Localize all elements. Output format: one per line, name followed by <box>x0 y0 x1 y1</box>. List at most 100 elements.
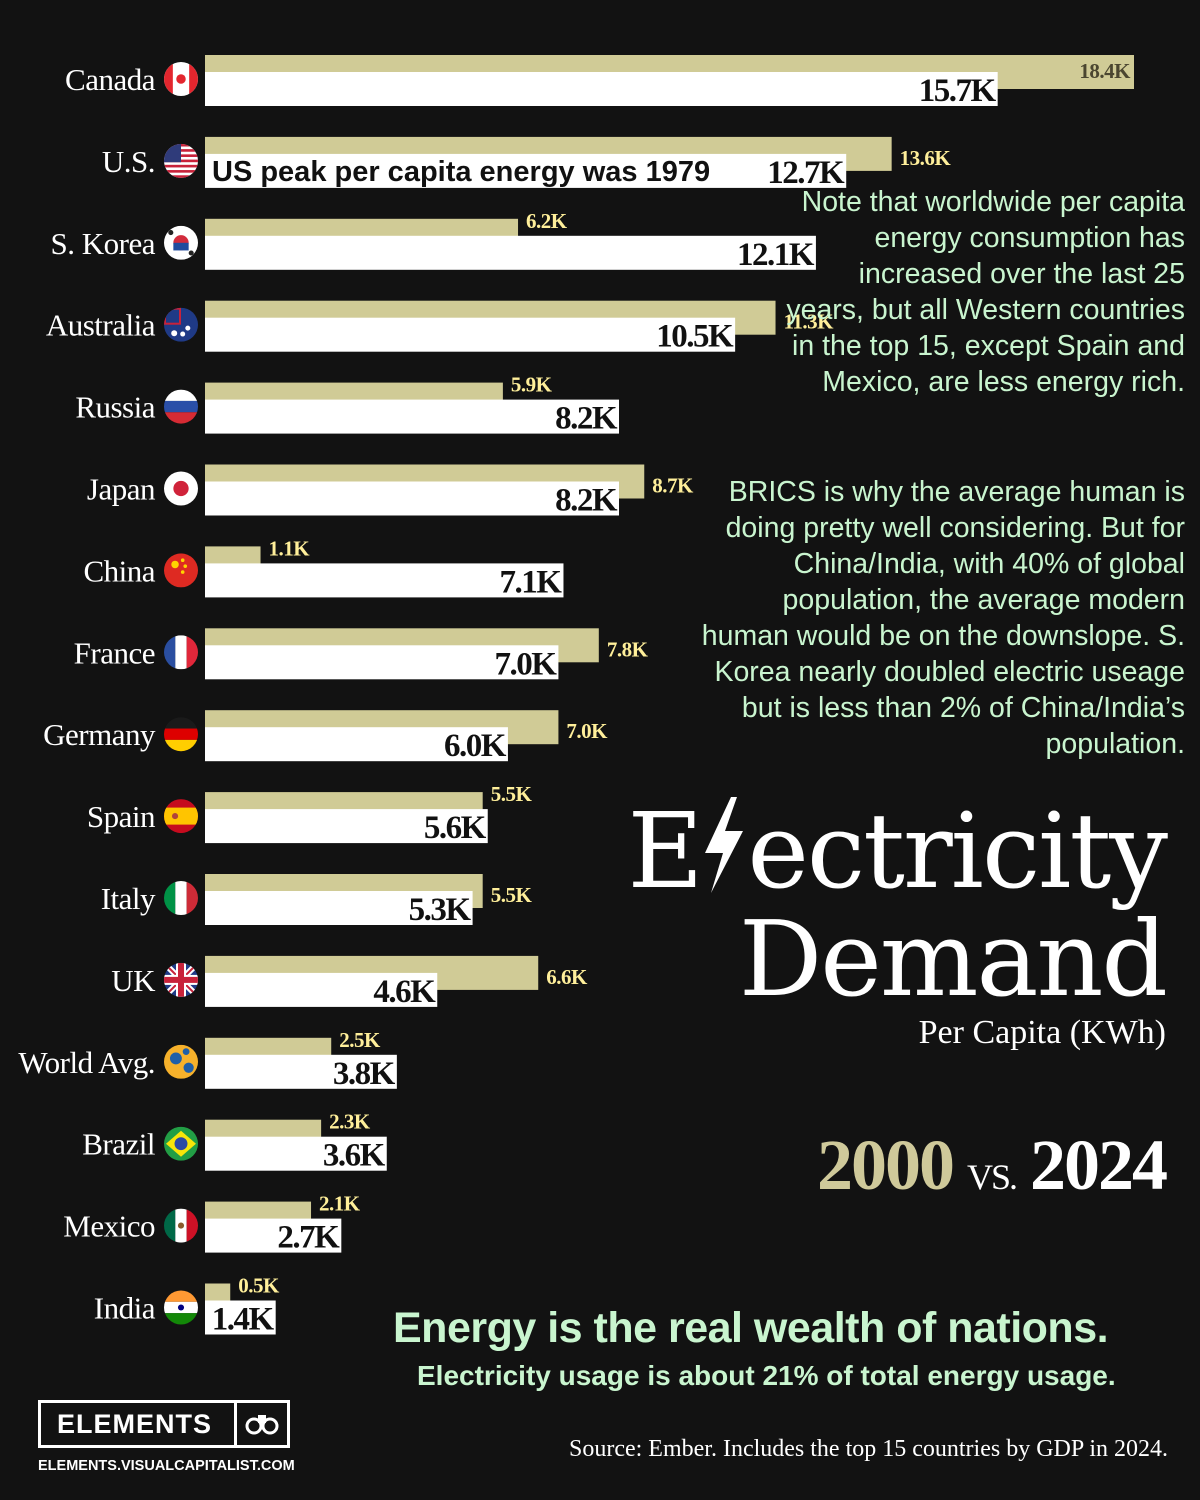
value-2024-UK: 4.6K <box>373 974 436 1010</box>
value-2000-India: 0.5K <box>238 1274 280 1298</box>
bar-2024-Canada <box>205 72 998 106</box>
value-2000-S. Korea: 6.2K <box>526 209 568 233</box>
value-2024-U.S.: 12.7K <box>767 155 845 191</box>
value-2024-France: 7.0K <box>495 646 558 682</box>
country-label-Australia: Australia <box>46 308 156 343</box>
bar-2024-Brazil <box>205 1136 387 1171</box>
value-2024-Russia: 8.2K <box>555 401 618 437</box>
bar-2024-S. Korea <box>205 235 816 270</box>
country-label-India: India <box>94 1291 156 1326</box>
country-label-China: China <box>83 553 155 588</box>
chart-subtitle: Per Capita (KWh) <box>918 1014 1166 1051</box>
binoculars-icon <box>234 1403 287 1445</box>
value-2024-World Avg.: 3.8K <box>333 1056 396 1092</box>
vs-label: VS. <box>966 1157 1018 1197</box>
value-2024-China: 7.1K <box>500 564 563 600</box>
bar-2024-Italy <box>205 891 473 925</box>
china-flag <box>164 553 198 588</box>
value-2024-Italy: 5.3K <box>409 892 472 928</box>
value-2000-Mexico: 2.1K <box>319 1192 361 1216</box>
bar-2024-U.S. <box>205 153 847 188</box>
australia-flag <box>164 307 198 342</box>
value-2000-France: 7.8K <box>607 637 649 661</box>
bar-2024-China <box>205 563 564 598</box>
value-2000-UK: 6.6K <box>546 965 588 989</box>
country-label-Japan: Japan <box>87 472 156 507</box>
title-line-2: Demand <box>738 898 1168 1020</box>
title-letter-e: E <box>627 790 703 912</box>
us-flag <box>164 143 198 178</box>
value-2000-Germany: 7.0K <box>566 719 608 743</box>
country-label-UK: UK <box>111 963 156 998</box>
spain-flag <box>164 799 198 834</box>
year-2024-label: 2024 <box>1030 1125 1168 1205</box>
note-western-decline: Note that worldwide per capita energy co… <box>786 186 1185 398</box>
country-label-Spain: Spain <box>87 799 156 834</box>
value-2024-Germany: 6.0K <box>444 728 507 764</box>
japan-flag <box>164 471 198 506</box>
russia-flag <box>164 389 198 424</box>
mexico-flag <box>164 1208 198 1243</box>
elements-logo: ELEMENTS <box>38 1400 290 1448</box>
south-korea-flag <box>164 225 198 260</box>
note-brics: BRICS is why the average human is doing … <box>701 476 1185 760</box>
value-2000-Spain: 5.5K <box>491 782 533 806</box>
country-label-U.S.: U.S. <box>102 144 155 179</box>
value-2024-Mexico: 2.7K <box>277 1220 340 1256</box>
bar-2024-Australia <box>205 317 736 352</box>
bar-2024-France <box>205 645 559 680</box>
year-2000-label: 2000 <box>816 1125 955 1205</box>
country-label-Canada: Canada <box>65 62 156 97</box>
headline: Energy is the real wealth of nations. <box>393 1304 1109 1352</box>
country-label-Germany: Germany <box>43 717 156 752</box>
country-label-Mexico: Mexico <box>63 1209 155 1244</box>
india-flag <box>164 1290 198 1325</box>
france-flag <box>164 635 198 670</box>
title-word-rest: ectricity <box>747 790 1168 912</box>
bar-2024-Germany <box>205 727 508 762</box>
value-2024-Japan: 8.2K <box>555 483 618 519</box>
value-2024-Australia: 10.5K <box>656 319 734 355</box>
year-comparison: 2000 VS. 2024 <box>816 1124 1168 1207</box>
bar-2024-World Avg. <box>205 1054 397 1089</box>
germany-flag <box>164 717 198 752</box>
country-label-S. Korea: S. Korea <box>51 226 156 261</box>
bar-2024-Russia <box>205 399 620 434</box>
italy-flag <box>164 881 198 915</box>
country-label-World Avg.: World Avg. <box>18 1045 155 1080</box>
world-globe <box>164 1044 198 1079</box>
source-note: Source: Ember. Includes the top 15 count… <box>568 1436 1168 1462</box>
value-2000-Russia: 5.9K <box>511 373 553 397</box>
value-2024-India: 1.4K <box>212 1302 275 1338</box>
country-label-Russia: Russia <box>75 390 155 425</box>
brand-url: ELEMENTS.VISUALCAPITALIST.COM <box>38 1458 295 1474</box>
value-2024-Brazil: 3.6K <box>323 1138 386 1174</box>
value-2024-S. Korea: 12.1K <box>737 237 815 273</box>
value-2000-China: 1.1K <box>269 536 311 560</box>
value-2000-World Avg.: 2.5K <box>339 1028 381 1052</box>
bar-2024-UK <box>205 972 438 1007</box>
us-peak-annotation: US peak per capita energy was 1979 <box>212 156 710 188</box>
lightning-bolt-icon <box>701 796 747 893</box>
value-2000-Canada: 18.4K <box>1079 59 1131 83</box>
value-2000-Italy: 5.5K <box>491 883 533 907</box>
country-label-France: France <box>74 635 155 670</box>
country-label-Italy: Italy <box>101 881 156 916</box>
value-2000-U.S.: 13.6K <box>900 146 952 170</box>
country-label-Brazil: Brazil <box>82 1127 155 1162</box>
bar-2024-Mexico <box>205 1218 342 1253</box>
subheadline: Electricity usage is about 21% of total … <box>417 1360 1116 1391</box>
bar-2024-Japan <box>205 481 620 516</box>
value-2000-Brazil: 2.3K <box>329 1110 371 1134</box>
logo-text: ELEMENTS <box>57 1409 213 1439</box>
canada-flag <box>164 62 198 96</box>
value-2000-Australia: 11.3K <box>784 310 835 334</box>
value-2024-Canada: 15.7K <box>919 73 997 109</box>
bar-2024-Spain <box>205 809 488 844</box>
value-2000-Japan: 8.7K <box>652 474 694 498</box>
bar-2024-India <box>205 1300 276 1335</box>
value-2024-Spain: 5.6K <box>424 810 487 846</box>
uk-flag <box>164 962 198 997</box>
brazil-flag <box>164 1126 198 1161</box>
